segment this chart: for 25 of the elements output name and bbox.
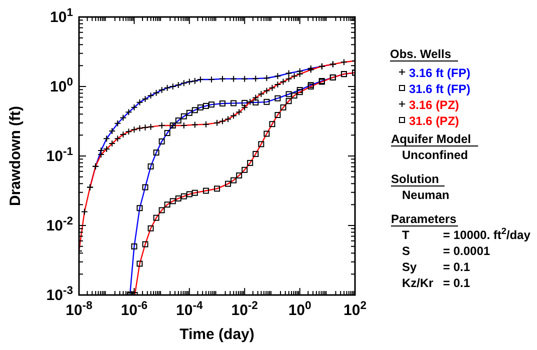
- x-tick-label: 10$^{0}$: [288, 300, 312, 319]
- legend-label: 31.6 (PZ): [409, 114, 460, 128]
- text: S = 0.0001: [402, 244, 490, 258]
- x-axis-title: Time (day): [180, 326, 254, 343]
- text: Solution: [391, 172, 439, 186]
- x-tick-label: 10$^{-4}$: [176, 300, 204, 319]
- text: Unconfined: [402, 148, 468, 162]
- text: Parameters: [391, 212, 457, 226]
- x-tick-label: 10$^{-6}$: [120, 300, 148, 319]
- legend-label: 31.6 ft (FP): [409, 82, 470, 96]
- text: T = 10000. ft$^{2}$/day: [402, 226, 530, 242]
- y-axis-title: Drawdown (ft): [7, 106, 24, 206]
- x-tick-label: 10$^{-2}$: [231, 300, 258, 319]
- y-tick-label: 10$^{1}$: [50, 7, 73, 26]
- y-tick-label: 10$^{-2}$: [46, 216, 73, 234]
- y-tick-label: 10$^{-1}$: [46, 146, 73, 165]
- x-tick-label: 10$^{2}$: [344, 300, 366, 319]
- legend-label: 3.16 (PZ): [409, 98, 460, 112]
- legend-label: 3.16 ft (FP): [409, 66, 470, 80]
- text: Kz/Kr = 0.1: [402, 276, 470, 290]
- text: Aquifer Model: [391, 132, 471, 146]
- legend-title: Obs. Wells: [390, 47, 452, 61]
- y-tick-label: 10$^{0}$: [50, 76, 73, 96]
- text: Neuman: [402, 188, 450, 202]
- text: Sy = 0.1: [402, 260, 470, 274]
